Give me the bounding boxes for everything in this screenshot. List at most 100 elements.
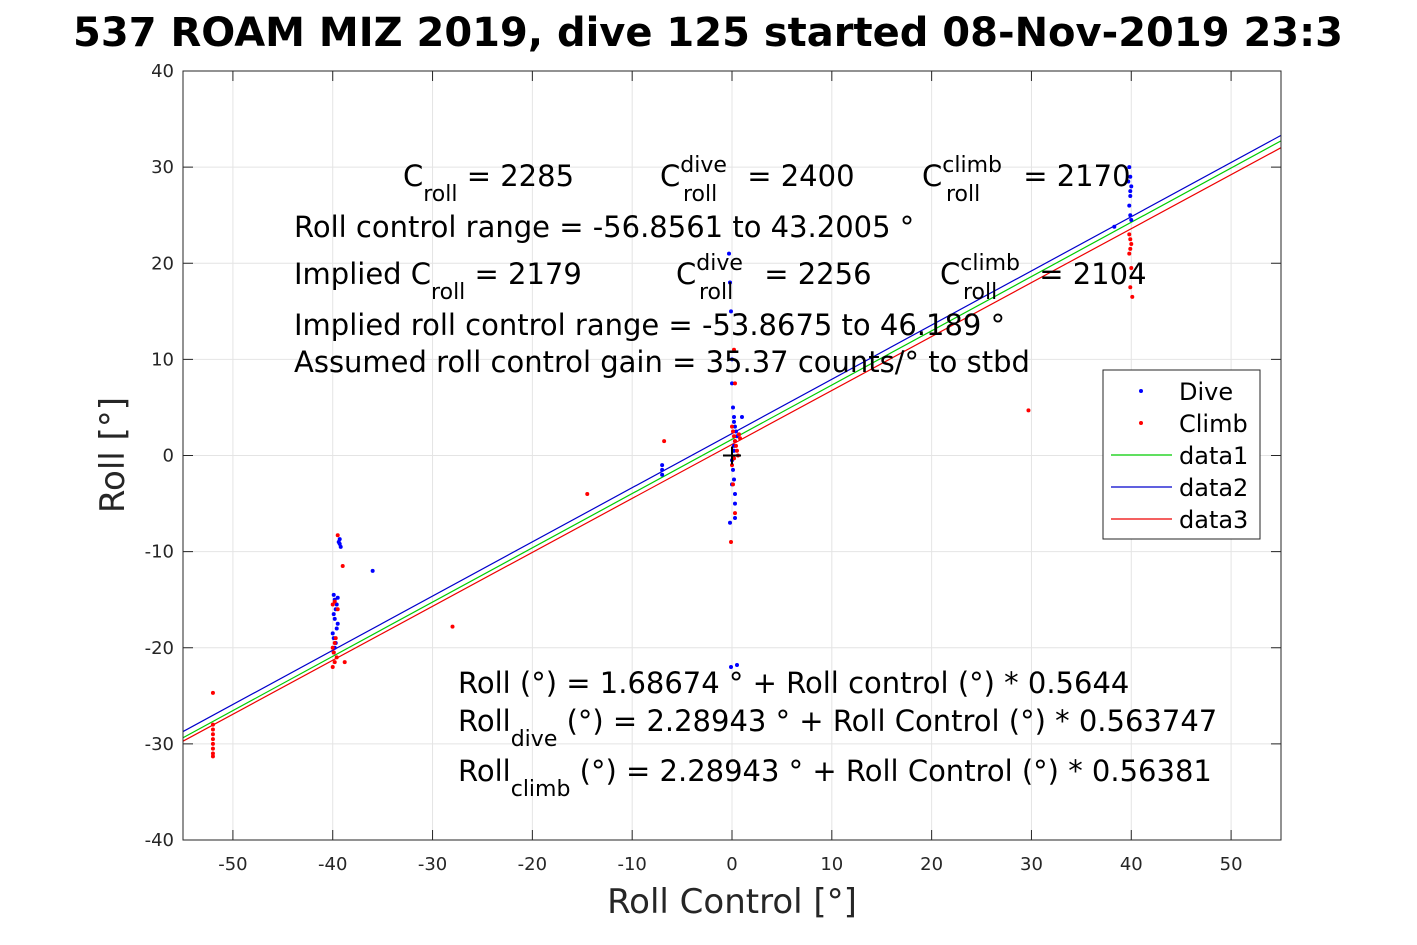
climb-point bbox=[731, 347, 736, 352]
origin-marker bbox=[723, 446, 741, 465]
fit-line-data3 bbox=[182, 147, 1282, 742]
chart-title: 537 ROAM MIZ 2019, dive 125 started 08-N… bbox=[73, 10, 1343, 56]
climb-point bbox=[736, 432, 741, 437]
dive-point bbox=[334, 626, 339, 631]
dive-point bbox=[1127, 203, 1132, 208]
y-axis-label: Roll [°] bbox=[93, 397, 133, 513]
dive-point bbox=[335, 621, 340, 626]
legend-label-data3: data3 bbox=[1179, 506, 1248, 534]
dive-point bbox=[729, 664, 734, 669]
climb-point bbox=[1127, 232, 1132, 237]
climb-point bbox=[335, 607, 340, 612]
dive-point bbox=[728, 280, 733, 285]
climb-point bbox=[333, 636, 338, 641]
legend: Dive Climb data1 data2 data3 bbox=[1102, 369, 1261, 540]
legend-label-data2: data2 bbox=[1179, 474, 1248, 502]
legend-label-climb: Climb bbox=[1179, 410, 1248, 438]
dive-point bbox=[1126, 179, 1131, 184]
climb-point bbox=[732, 381, 737, 386]
annotation-c-roll: Croll = 2285 bbox=[403, 159, 574, 207]
annotation-control-range: Roll control range = -56.8561 to 43.2005… bbox=[294, 210, 914, 244]
dive-point bbox=[660, 467, 665, 472]
climb-point bbox=[210, 746, 215, 751]
dive-point bbox=[338, 544, 343, 549]
dive-point bbox=[731, 415, 736, 420]
climb-point bbox=[332, 599, 337, 604]
dive-point bbox=[734, 663, 739, 668]
dive-point bbox=[730, 381, 734, 386]
climb-point bbox=[330, 664, 335, 669]
climb-point bbox=[733, 443, 738, 448]
y-tick-label: -10 bbox=[145, 542, 174, 563]
climb-point bbox=[585, 491, 590, 496]
climb-point bbox=[730, 429, 735, 434]
x-tick-label: 50 bbox=[1220, 854, 1243, 875]
climb-point bbox=[1127, 251, 1132, 256]
climb-point bbox=[729, 540, 734, 545]
dive-point bbox=[335, 595, 340, 600]
y-tick-label: -40 bbox=[145, 830, 174, 851]
dive-point bbox=[732, 424, 737, 429]
y-tick-label: 20 bbox=[151, 253, 174, 274]
dive-point bbox=[331, 612, 336, 617]
climb-point bbox=[210, 732, 215, 737]
dive-point bbox=[732, 491, 737, 496]
dive-point bbox=[330, 631, 335, 636]
annotation-c-roll-dive: Cdive roll = 2400 bbox=[660, 153, 855, 207]
climb-point bbox=[662, 439, 667, 444]
climb-point bbox=[210, 722, 215, 727]
climb-point bbox=[1128, 246, 1133, 251]
dive-point bbox=[1129, 217, 1134, 222]
climb-point bbox=[732, 439, 737, 444]
climb-point bbox=[450, 624, 455, 629]
dive-point bbox=[731, 477, 736, 482]
dive-point bbox=[733, 429, 738, 434]
climb-point bbox=[210, 690, 215, 695]
x-tick-label: -40 bbox=[318, 854, 347, 875]
legend-marker-dive bbox=[1139, 389, 1143, 393]
dive-point bbox=[1128, 193, 1133, 198]
legend-label-dive: Dive bbox=[1179, 378, 1233, 406]
x-tick-label: -20 bbox=[518, 854, 547, 875]
dive-point bbox=[332, 616, 337, 621]
annotation-fit-all: Roll (°) = 1.68674 ° + Roll control (°) … bbox=[458, 666, 1129, 700]
x-tick-labels: -50 -40 -30 -20 -10 0 10 20 30 40 50 bbox=[218, 71, 1243, 875]
legend-label-data1: data1 bbox=[1179, 442, 1248, 470]
climb-point bbox=[1128, 237, 1133, 242]
x-tick-label: -50 bbox=[218, 854, 247, 875]
climb-point bbox=[1129, 242, 1134, 247]
climb-point bbox=[730, 424, 734, 429]
annotation-fit-dive: Rolldive (°) = 2.28943 ° + Roll Control … bbox=[458, 704, 1217, 752]
y-tick-label: 0 bbox=[163, 446, 174, 467]
dive-point bbox=[731, 419, 736, 424]
climb-point bbox=[342, 660, 347, 665]
climb-point bbox=[1130, 294, 1135, 299]
dive-point bbox=[732, 501, 737, 506]
x-tick-label: 10 bbox=[820, 854, 843, 875]
climb-point bbox=[1026, 408, 1031, 413]
climb-point bbox=[210, 741, 215, 746]
annotation-implied-c-roll-climb: Cclimb roll = 2104 bbox=[940, 251, 1147, 305]
climb-point bbox=[730, 482, 735, 487]
annotation-fit-climb: Rollclimb (°) = 2.28943 ° + Roll Control… bbox=[458, 754, 1212, 802]
dive-point bbox=[1128, 174, 1133, 179]
climb-point bbox=[335, 533, 340, 538]
fit-line-data1 bbox=[182, 140, 1282, 739]
climb-point bbox=[330, 645, 335, 650]
climb-point bbox=[1128, 285, 1133, 290]
climb-point bbox=[340, 564, 345, 569]
dive-point bbox=[732, 515, 737, 520]
dive-point bbox=[331, 592, 336, 597]
legend-marker-climb bbox=[1139, 421, 1143, 425]
climb-point bbox=[731, 434, 736, 439]
dive-point bbox=[337, 537, 342, 542]
annotation-implied-range: Implied roll control range = -53.8675 to… bbox=[294, 308, 1005, 342]
dive-point bbox=[729, 309, 734, 314]
climb-point bbox=[210, 754, 215, 759]
annotation-c-roll-climb: Cclimb roll = 2170 bbox=[922, 153, 1131, 207]
dive-point bbox=[1127, 165, 1132, 170]
y-tick-labels: -40 -30 -20 -10 0 10 20 30 40 bbox=[145, 61, 1281, 851]
y-tick-label: -20 bbox=[145, 638, 174, 659]
y-tick-label: -30 bbox=[145, 734, 174, 755]
climb-point bbox=[332, 640, 337, 645]
